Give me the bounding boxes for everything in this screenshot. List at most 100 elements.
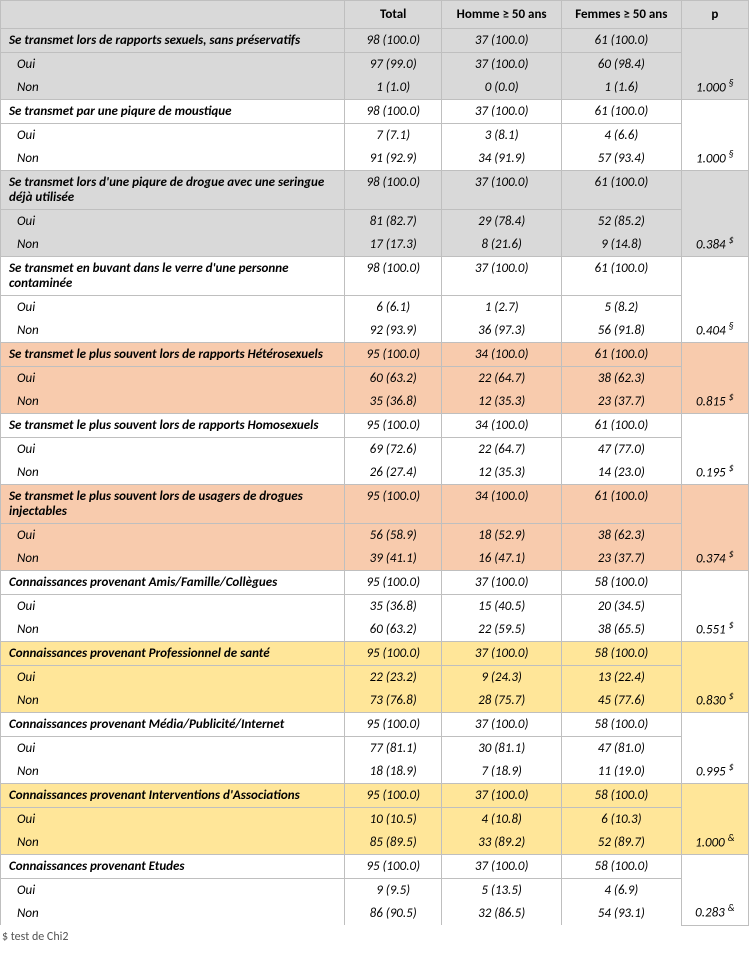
row-label: Oui <box>1 53 345 77</box>
p-symbol: $ <box>729 233 734 246</box>
row-total: 39 (41.1) <box>345 547 442 571</box>
row-total: 22 (23.2) <box>345 666 442 690</box>
section-header: Se transmet le plus souvent lors de rapp… <box>1 414 749 438</box>
row-label: Non <box>1 76 345 100</box>
section-total: 95 (100.0) <box>345 485 442 524</box>
p-value-text: 0.195 <box>696 465 726 480</box>
section-homme: 34 (100.0) <box>442 343 562 367</box>
row-label: Non <box>1 831 345 855</box>
p-symbol: & <box>728 901 735 914</box>
row-homme: 22 (59.5) <box>442 618 562 642</box>
row-homme: 34 (91.9) <box>442 147 562 171</box>
row-homme: 37 (100.0) <box>442 53 562 77</box>
section-title: Se transmet le plus souvent lors de rapp… <box>1 343 345 367</box>
row-femme: 56 (91.8) <box>561 319 681 343</box>
section-total: 98 (100.0) <box>345 257 442 296</box>
section-homme: 37 (100.0) <box>442 642 562 666</box>
row-homme: 36 (97.3) <box>442 319 562 343</box>
row-total: 81 (82.7) <box>345 210 442 234</box>
p-value-text: 0.815 <box>696 394 726 409</box>
row-total: 56 (58.9) <box>345 524 442 548</box>
section-total: 95 (100.0) <box>345 343 442 367</box>
row-total: 77 (81.1) <box>345 737 442 761</box>
table-row: Non17 (17.3)8 (21.6)9 (14.8) <box>1 233 749 257</box>
row-femme: 54 (93.1) <box>561 902 681 925</box>
table-row: Oui9 (9.5)5 (13.5)4 (6.9) <box>1 879 749 903</box>
row-homme: 7 (18.9) <box>442 760 562 784</box>
section-homme: 37 (100.0) <box>442 29 562 53</box>
section-total: 95 (100.0) <box>345 713 442 737</box>
p-value: 1.000 & <box>681 784 748 855</box>
table-row: Oui6 (6.1)1 (2.7)5 (8.2) <box>1 296 749 320</box>
row-femme: 20 (34.5) <box>561 595 681 619</box>
row-label: Non <box>1 618 345 642</box>
footnote: $ test de Chi2 <box>0 926 749 948</box>
section-header: Se transmet lors de rapports sexuels, sa… <box>1 29 749 53</box>
p-value: 0.195 $ <box>681 414 748 485</box>
section-title: Connaissances provenant Média/Publicité/… <box>1 713 345 737</box>
p-symbol: $ <box>729 461 734 474</box>
section-total: 98 (100.0) <box>345 29 442 53</box>
table-row: Non85 (89.5)33 (89.2)52 (89.7) <box>1 831 749 855</box>
section-header: Se transmet lors d'une piqure de drogue … <box>1 171 749 210</box>
row-label: Oui <box>1 124 345 148</box>
row-label: Non <box>1 390 345 414</box>
section-homme: 34 (100.0) <box>442 485 562 524</box>
section-title: Se transmet par une piqure de moustique <box>1 100 345 124</box>
row-total: 35 (36.8) <box>345 595 442 619</box>
row-femme: 57 (93.4) <box>561 147 681 171</box>
row-total: 7 (7.1) <box>345 124 442 148</box>
table-row: Oui35 (36.8)15 (40.5)20 (34.5) <box>1 595 749 619</box>
row-label: Oui <box>1 296 345 320</box>
row-total: 85 (89.5) <box>345 831 442 855</box>
p-value: 0.384 $ <box>681 171 748 257</box>
table-row: Non26 (27.4)12 (35.3)14 (23.0) <box>1 461 749 485</box>
row-femme: 5 (8.2) <box>561 296 681 320</box>
section-femme: 58 (100.0) <box>561 713 681 737</box>
row-femme: 60 (98.4) <box>561 53 681 77</box>
row-homme: 12 (35.3) <box>442 461 562 485</box>
section-title: Connaissances provenant Professionnel de… <box>1 642 345 666</box>
section-femme: 61 (100.0) <box>561 29 681 53</box>
section-header: Connaissances provenant Professionnel de… <box>1 642 749 666</box>
section-femme: 58 (100.0) <box>561 784 681 808</box>
row-homme: 29 (78.4) <box>442 210 562 234</box>
row-total: 91 (92.9) <box>345 147 442 171</box>
header-p: p <box>681 1 748 29</box>
section-title: Se transmet le plus souvent lors de rapp… <box>1 414 345 438</box>
row-femme: 14 (23.0) <box>561 461 681 485</box>
row-femme: 23 (37.7) <box>561 547 681 571</box>
p-value: 0.995 $ <box>681 713 748 784</box>
p-value: 0.374 $ <box>681 485 748 571</box>
section-total: 95 (100.0) <box>345 414 442 438</box>
table-row: Non73 (76.8)28 (75.7)45 (77.6) <box>1 689 749 713</box>
row-total: 92 (93.9) <box>345 319 442 343</box>
p-symbol: § <box>729 147 734 160</box>
section-header: Se transmet en buvant dans le verre d'un… <box>1 257 749 296</box>
row-homme: 30 (81.1) <box>442 737 562 761</box>
p-symbol: $ <box>729 689 734 702</box>
row-homme: 0 (0.0) <box>442 76 562 100</box>
section-femme: 61 (100.0) <box>561 171 681 210</box>
row-total: 17 (17.3) <box>345 233 442 257</box>
row-femme: 13 (22.4) <box>561 666 681 690</box>
p-value-text: 0.404 <box>696 323 726 338</box>
row-label: Oui <box>1 666 345 690</box>
row-femme: 4 (6.6) <box>561 124 681 148</box>
row-total: 6 (6.1) <box>345 296 442 320</box>
p-value-text: 0.995 <box>696 764 726 779</box>
section-homme: 37 (100.0) <box>442 713 562 737</box>
p-value: 0.283 & <box>681 855 748 926</box>
row-total: 10 (10.5) <box>345 808 442 832</box>
section-title: Se transmet le plus souvent lors de usag… <box>1 485 345 524</box>
section-header: Se transmet le plus souvent lors de rapp… <box>1 343 749 367</box>
row-femme: 52 (89.7) <box>561 831 681 855</box>
row-homme: 33 (89.2) <box>442 831 562 855</box>
row-label: Oui <box>1 595 345 619</box>
section-total: 95 (100.0) <box>345 642 442 666</box>
p-symbol: § <box>729 319 734 332</box>
row-femme: 38 (62.3) <box>561 524 681 548</box>
row-femme: 11 (19.0) <box>561 760 681 784</box>
p-value: 1.000 § <box>681 29 748 100</box>
section-femme: 61 (100.0) <box>561 343 681 367</box>
